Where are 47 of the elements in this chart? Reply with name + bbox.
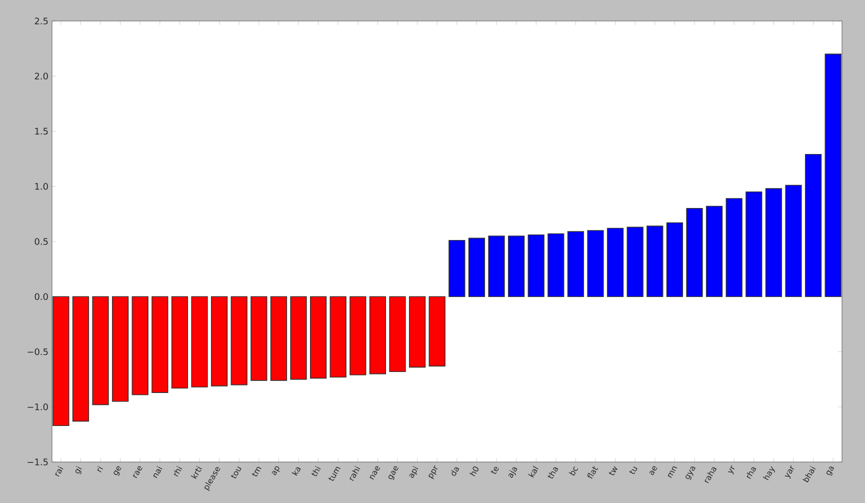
bar xyxy=(488,236,505,298)
bar xyxy=(152,296,168,393)
bar xyxy=(389,296,406,372)
bar xyxy=(468,238,486,298)
bar xyxy=(448,240,466,298)
bar xyxy=(726,198,742,298)
bar xyxy=(210,296,228,386)
bar xyxy=(132,296,148,396)
y-tick-label: −0.5 xyxy=(28,348,48,356)
y-tick-label: 0.0 xyxy=(34,293,48,300)
y-tick-label: 2.5 xyxy=(34,18,48,24)
bar xyxy=(369,296,386,374)
bar xyxy=(528,234,544,298)
bar xyxy=(112,296,129,402)
bar xyxy=(72,296,90,422)
bar xyxy=(171,296,188,389)
bar xyxy=(92,296,109,406)
bar xyxy=(428,296,446,366)
bar xyxy=(330,296,346,378)
bar xyxy=(606,228,624,298)
bar xyxy=(746,191,762,298)
bar xyxy=(765,188,782,298)
bar xyxy=(785,184,802,298)
y-tick-label: −1.5 xyxy=(28,458,48,466)
y-tick-label: 2.0 xyxy=(34,72,48,80)
bar xyxy=(310,296,327,379)
y-tick-label: 1.0 xyxy=(35,182,48,190)
y-tick-label: 1.5 xyxy=(35,128,48,135)
bar xyxy=(567,231,584,298)
bar xyxy=(230,296,248,386)
bar xyxy=(508,236,525,298)
y-tick-label: 0.5 xyxy=(34,238,48,245)
bar xyxy=(706,206,723,298)
bar xyxy=(646,226,664,298)
bar xyxy=(270,296,288,381)
bar xyxy=(666,222,684,298)
y-tick-label: −1.0 xyxy=(28,403,48,410)
bar xyxy=(250,296,268,381)
bar xyxy=(686,208,703,298)
bar xyxy=(408,296,426,368)
bar xyxy=(290,296,307,380)
bar xyxy=(191,296,208,388)
bar xyxy=(587,230,604,298)
bar xyxy=(804,154,822,298)
bar xyxy=(350,296,366,376)
bar xyxy=(626,226,644,298)
bar xyxy=(548,233,564,298)
